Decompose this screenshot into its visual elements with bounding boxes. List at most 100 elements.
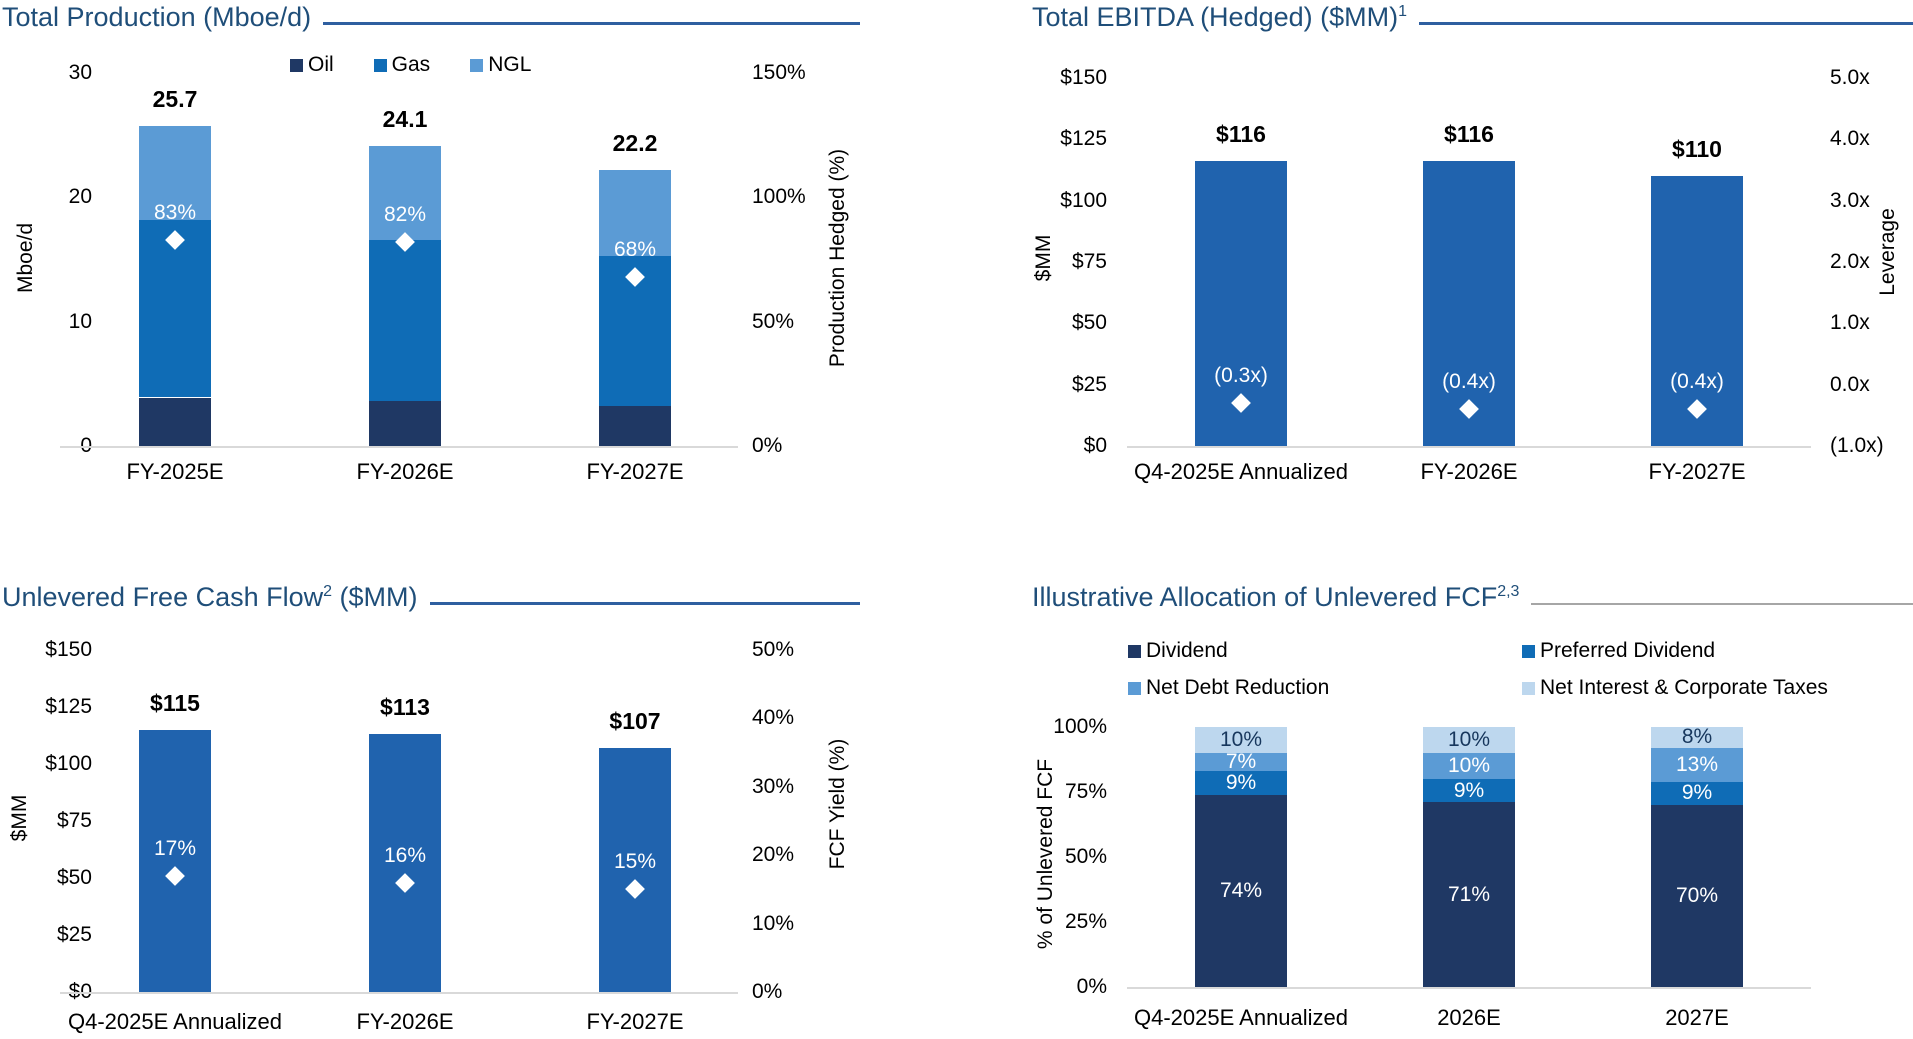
allocation-plot-area: 0% 25% 50% 75% 100%% of Unlevered FCF 74% 9% 7%… — [1030, 560, 1913, 1039]
bar-total-label: $107 — [609, 708, 661, 735]
x-axis-category-label: Q4-2025E Annualized — [1133, 1005, 1349, 1030]
bar-segment-unlevered-free-cash-flow — [139, 729, 211, 992]
bar-segment-preferred-dividend — [1195, 771, 1287, 795]
x-axis-category-label: Q4-2025E Annualized — [67, 1009, 283, 1034]
bar-total-label: $110 — [1672, 136, 1722, 163]
x-axis-category-label: FY-2027E — [1648, 459, 1746, 484]
y-axis-title: Mboe/d — [14, 222, 37, 294]
bar-segment-gas — [369, 239, 441, 402]
legend-swatch-net-interest-corporate-taxes — [1522, 681, 1535, 695]
y-axis-tick-label: $150 — [45, 638, 92, 661]
bar-segment-dividend — [1195, 794, 1287, 987]
marker-value-label: (0.4x) — [1670, 370, 1724, 394]
secondary-axis-title: Leverage — [1876, 208, 1899, 296]
legend-swatch-oil — [290, 58, 303, 72]
secondary-axis-tick-label: 150% — [752, 61, 806, 84]
legend-label: Gas — [391, 53, 431, 76]
legend-swatch-preferred-dividend — [1522, 644, 1535, 658]
secondary-axis-tick-label: (1.0x) — [1830, 434, 1884, 457]
legend-label: NGL — [488, 53, 532, 76]
y-axis-tick-label: 20 — [68, 185, 92, 209]
secondary-axis-tick-label: 10% — [752, 911, 795, 935]
x-axis-line — [1127, 446, 1811, 448]
ebitda-plot-area: $0 $25 $50 $75 $100 $125 $150 $MM (1.0x) 0.0x 1.0x… — [1030, 0, 1913, 540]
legend-label: Net Debt Reduction — [1146, 676, 1330, 699]
secondary-axis-tick-label: 50% — [752, 309, 795, 333]
x-axis-category-label: 2027E — [1665, 1005, 1729, 1030]
bar-segment-label: 10% — [1219, 728, 1263, 751]
y-axis-tick-label: $75 — [1071, 250, 1107, 273]
bar-segment-oil — [369, 401, 441, 446]
marker-value-label: 17% — [153, 836, 197, 860]
secondary-axis-tick-label: 2.0x — [1830, 250, 1870, 273]
y-axis-title: $MM — [8, 794, 31, 842]
legend-swatch-gas — [373, 58, 387, 72]
x-axis-line — [1127, 987, 1811, 989]
bar-segment-label: 70% — [1675, 884, 1719, 907]
bar-segment-ngl — [369, 146, 441, 240]
secondary-axis-tick-label: 50% — [752, 638, 795, 661]
x-axis-category-label: Q4-2025E Annualized — [1133, 459, 1349, 484]
y-axis-title: $MM — [1032, 234, 1055, 282]
bar-segment-unlevered-free-cash-flow — [599, 748, 671, 992]
marker-value-label: 15% — [613, 850, 657, 874]
title-underline — [1531, 603, 1913, 605]
bar-segment-total-ebitda-hedged — [1423, 161, 1515, 446]
y-axis-tick-label: $25 — [1071, 372, 1107, 396]
bar-segment-label: 71% — [1447, 882, 1491, 906]
y-axis-tick-label: 10 — [68, 309, 92, 333]
production-chart-panel: Total Production (Mboe/d) 0102030Mboe/d0… — [0, 0, 868, 540]
title-underline — [323, 22, 860, 25]
y-axis-tick-label: 30 — [68, 61, 92, 84]
bar-segment-label: 13% — [1675, 752, 1719, 776]
secondary-axis-tick-label: 0% — [752, 434, 783, 457]
legend-swatch-dividend — [1128, 644, 1141, 658]
y-axis-tick-label: 75% — [1064, 780, 1107, 803]
y-axis-tick-label: $0 — [1083, 434, 1107, 457]
y-axis-tick-label: $100 — [1060, 188, 1107, 212]
bar-segment-net-debt-reduction — [1651, 747, 1743, 782]
secondary-axis-title: Production Hedged (%) — [826, 148, 849, 368]
x-axis-category-label: FY-2027E — [586, 1009, 684, 1034]
ufcf-chart-panel: Unlevered Free Cash Flow2 ($MM) $0 $25 $50… — [0, 560, 868, 1039]
y-axis-tick-label: $50 — [1071, 311, 1107, 335]
y-axis-tick-label: $125 — [1060, 127, 1107, 151]
bar-segment-dividend — [1651, 805, 1743, 987]
allocation-chart-title: Illustrative Allocation of Unlevered FCF… — [1032, 582, 1520, 612]
bar-segment-label: 9% — [1453, 778, 1485, 802]
secondary-axis-tick-label: 0.0x — [1830, 372, 1870, 396]
x-axis-category-label: FY-2025E — [126, 459, 224, 484]
x-axis-category-label: FY-2026E — [1420, 459, 1518, 484]
secondary-axis-tick-label: 20% — [752, 843, 795, 867]
marker-value-label: (0.4x) — [1442, 370, 1496, 394]
bar-segment-ngl — [599, 169, 671, 256]
y-axis-tick-label: 0 — [0, 433, 92, 459]
legend-label: Oil — [308, 53, 334, 76]
bar-total-label: $116 — [1444, 121, 1494, 148]
secondary-axis-tick-label: 4.0x — [1830, 127, 1870, 151]
bar-segment-net-interest-corporate-taxes — [1651, 727, 1743, 748]
bar-segment-dividend — [1423, 802, 1515, 987]
y-axis-tick-label: $125 — [45, 695, 92, 718]
legend-item-preferred-dividend: Preferred Dividend — [1522, 639, 1715, 663]
allocation-chart-panel: Illustrative Allocation of Unlevered FCF… — [1030, 560, 1913, 1039]
y-axis-tick-label: 25% — [1064, 910, 1107, 933]
legend-swatch-ngl — [470, 58, 484, 72]
y-axis-tick-label: $100 — [45, 752, 92, 775]
bar-total-label: 22.2 — [612, 129, 658, 156]
marker-value-label: 83% — [153, 200, 197, 224]
secondary-axis-tick-label: 30% — [752, 774, 795, 798]
y-axis-tick-label: $25 — [56, 923, 92, 946]
chart-legend: Oil Gas NGL — [290, 53, 531, 77]
y-axis-tick-label: $50 — [56, 866, 92, 889]
ufcf-plot-area: $0 $25 $50 $75 $100 $125 $150 $MM 0% 10% 20% 30% 40%… — [0, 560, 868, 1039]
bar-segment-net-interest-corporate-taxes — [1195, 727, 1287, 753]
legend-item-oil: Oil — [290, 53, 334, 77]
bar-segment-oil — [599, 406, 671, 446]
legend-item-dividend: Dividend — [1128, 639, 1228, 663]
secondary-axis-tick-label: 40% — [752, 706, 795, 730]
production-plot-area: 0 10 20 30 Mboe/d 0% 50% 100% 150% Production Hed… — [0, 0, 868, 540]
x-axis-line — [60, 992, 738, 994]
bar-segment-label: 10% — [1447, 728, 1491, 751]
bar-segment-net-debt-reduction — [1195, 753, 1287, 772]
